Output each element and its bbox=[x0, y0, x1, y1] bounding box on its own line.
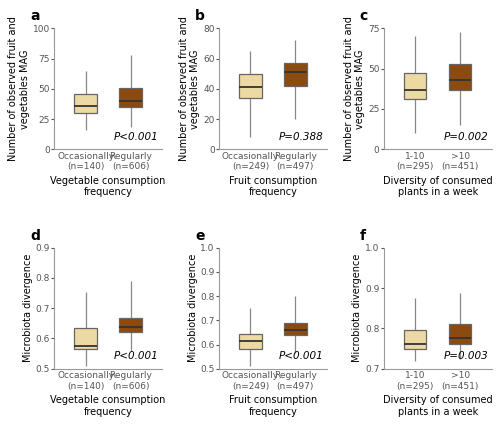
Y-axis label: Microbiota divergence: Microbiota divergence bbox=[352, 254, 362, 363]
Bar bbox=[449, 324, 471, 344]
X-axis label: Diversity of consumed
plants in a week: Diversity of consumed plants in a week bbox=[383, 395, 492, 416]
Text: a: a bbox=[30, 9, 40, 23]
Y-axis label: Microbiota divergence: Microbiota divergence bbox=[23, 254, 33, 363]
Text: P=0.003: P=0.003 bbox=[444, 351, 488, 362]
Text: P<0.001: P<0.001 bbox=[114, 351, 159, 362]
Text: c: c bbox=[360, 9, 368, 23]
Y-axis label: Number of observed fruit and
vegetables MAG: Number of observed fruit and vegetables … bbox=[8, 16, 30, 161]
Text: b: b bbox=[195, 9, 205, 23]
Y-axis label: Microbiota divergence: Microbiota divergence bbox=[188, 254, 198, 363]
Text: P=0.388: P=0.388 bbox=[279, 132, 324, 142]
Bar bbox=[74, 328, 97, 349]
Text: P=0.002: P=0.002 bbox=[444, 132, 488, 142]
Bar bbox=[239, 334, 262, 348]
Text: f: f bbox=[360, 229, 366, 243]
Bar bbox=[404, 330, 426, 349]
Text: P<0.001: P<0.001 bbox=[279, 351, 324, 362]
Text: d: d bbox=[30, 229, 40, 243]
Bar bbox=[284, 63, 306, 86]
X-axis label: Fruit consumption
frequency: Fruit consumption frequency bbox=[229, 395, 317, 416]
X-axis label: Vegetable consumption
frequency: Vegetable consumption frequency bbox=[50, 176, 166, 197]
X-axis label: Diversity of consumed
plants in a week: Diversity of consumed plants in a week bbox=[383, 176, 492, 197]
Bar bbox=[404, 74, 426, 99]
Text: e: e bbox=[195, 229, 204, 243]
Y-axis label: Number of observed fruit and
vegetables MAG: Number of observed fruit and vegetables … bbox=[179, 16, 201, 161]
Bar bbox=[120, 318, 142, 332]
Y-axis label: Number of observed fruit and
vegetables MAG: Number of observed fruit and vegetables … bbox=[344, 16, 365, 161]
Text: P<0.001: P<0.001 bbox=[114, 132, 159, 142]
X-axis label: Fruit consumption
frequency: Fruit consumption frequency bbox=[229, 176, 317, 197]
X-axis label: Vegetable consumption
frequency: Vegetable consumption frequency bbox=[50, 395, 166, 416]
Bar bbox=[120, 88, 142, 107]
Bar bbox=[284, 323, 306, 335]
Bar bbox=[74, 94, 97, 113]
Bar bbox=[239, 74, 262, 98]
Bar bbox=[449, 64, 471, 90]
